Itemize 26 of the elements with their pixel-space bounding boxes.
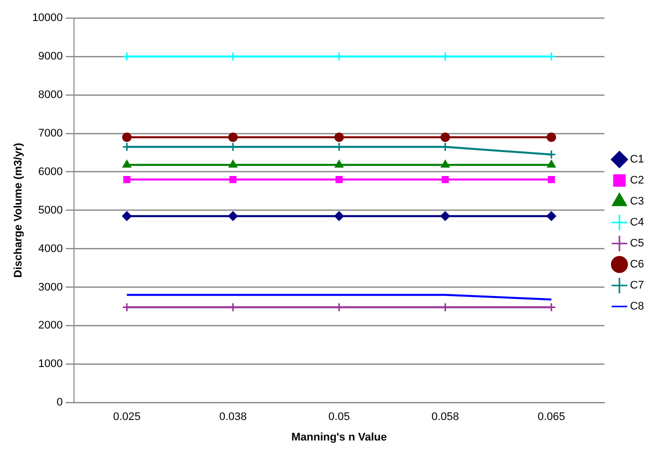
y-tick-label: 4000 <box>38 242 63 255</box>
y-tick-label: 6000 <box>38 166 63 178</box>
x-tick-label: 0.058 <box>431 411 460 424</box>
legend-label: C3 <box>630 196 644 208</box>
legend-label: C4 <box>630 216 644 229</box>
x-axis-title: Manning's n Value <box>291 431 387 444</box>
legend-label: C5 <box>630 238 644 250</box>
y-axis-title: Discharge Volume (m3/yr) <box>12 142 25 278</box>
y-tick-label: 10000 <box>32 12 63 24</box>
y-tick-label: 5000 <box>38 204 63 216</box>
y-tick-label: 3000 <box>38 281 63 294</box>
y-tick-label: 1000 <box>38 358 63 370</box>
legend-label: C7 <box>630 280 644 292</box>
legend-label: C1 <box>630 154 644 166</box>
y-tick-label: 2000 <box>38 320 63 332</box>
x-tick-label: 0.05 <box>328 411 350 424</box>
legend-label: C2 <box>630 174 644 187</box>
x-tick-label: 0.025 <box>113 411 141 424</box>
x-tick-label: 0.038 <box>219 411 247 424</box>
legend-label: C8 <box>630 300 644 313</box>
x-tick-label: 0.065 <box>538 411 566 424</box>
y-tick-label: 8000 <box>38 88 63 101</box>
y-tick-label: 9000 <box>38 50 63 62</box>
legend-label: C6 <box>630 258 644 271</box>
y-tick-label: 0 <box>56 396 63 409</box>
y-tick-label: 7000 <box>38 127 63 140</box>
